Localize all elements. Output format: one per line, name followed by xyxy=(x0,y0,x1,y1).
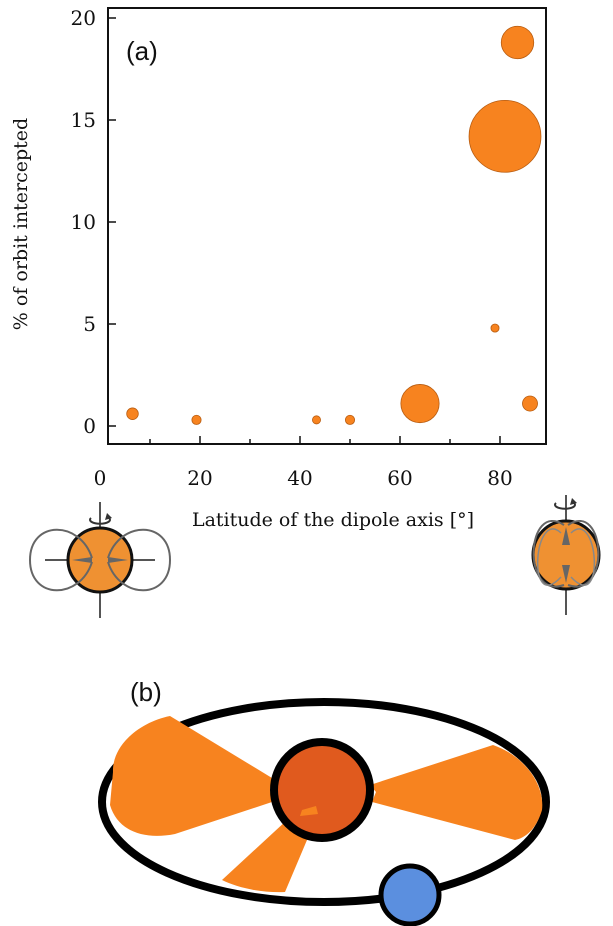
data-point xyxy=(401,384,439,422)
panel-a: 0 5 10 15 20 0 20 40 60 80 (a) Latitude of the d… xyxy=(10,6,546,531)
x-tick-label: 80 xyxy=(487,466,512,490)
data-point xyxy=(127,408,139,420)
data-point xyxy=(522,396,537,411)
star xyxy=(274,742,370,838)
plot-frame xyxy=(108,8,546,444)
panel-label-a: (a) xyxy=(126,36,158,66)
y-axis: 0 5 10 15 20 xyxy=(71,6,116,438)
data-point xyxy=(469,100,541,172)
dipole-polar-icon xyxy=(533,495,599,615)
x-axis-label: Latitude of the dipole axis [°] xyxy=(192,509,474,531)
dipole-equatorial-icon xyxy=(30,502,170,618)
x-tick-label: 20 xyxy=(187,466,212,490)
data-points xyxy=(127,26,541,424)
x-tick-label: 60 xyxy=(387,466,412,490)
y-tick-label: 20 xyxy=(71,6,96,30)
y-tick-label: 0 xyxy=(83,414,96,438)
y-axis-label: % of orbit intercepted xyxy=(10,118,32,330)
data-point xyxy=(345,415,354,424)
data-point xyxy=(501,26,533,58)
data-point xyxy=(312,416,320,424)
data-point xyxy=(192,415,201,424)
y-tick-label: 10 xyxy=(71,210,96,234)
y-tick-label: 15 xyxy=(71,108,96,132)
x-tick-label: 0 xyxy=(94,466,107,490)
panel-b: (b) xyxy=(102,677,546,924)
x-tick-label: 40 xyxy=(287,466,312,490)
planet xyxy=(381,866,439,924)
y-tick-label: 5 xyxy=(83,312,96,336)
data-point xyxy=(491,324,499,332)
panel-label-b: (b) xyxy=(130,677,162,707)
